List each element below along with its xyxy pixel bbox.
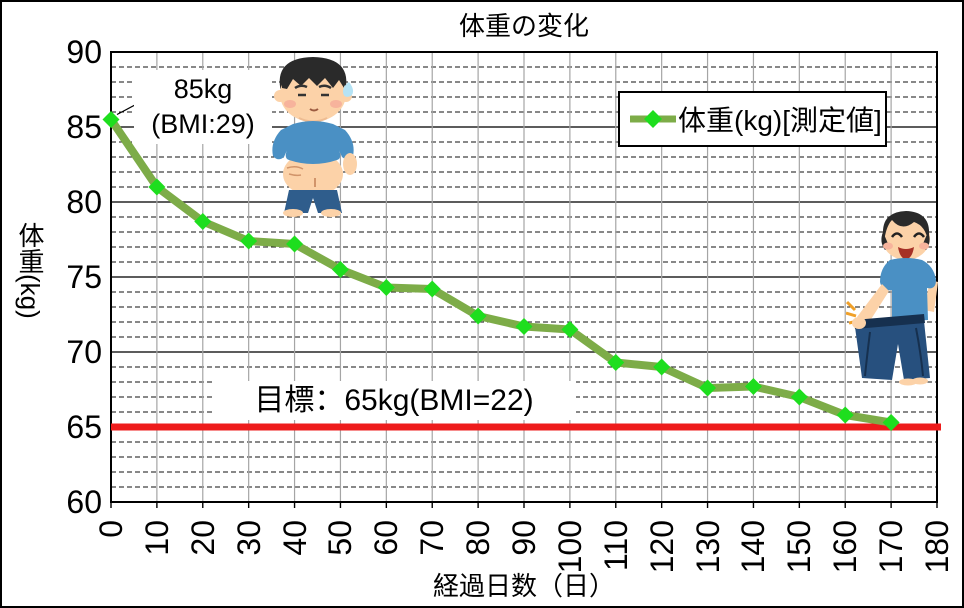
data-point-marker <box>240 232 258 250</box>
legend: 体重(kg)[測定値] <box>618 91 887 147</box>
data-point-marker <box>836 406 854 424</box>
series-line <box>107 115 896 427</box>
data-point-marker <box>607 354 625 371</box>
target-line-label: 目標：65kg(BMI=22) <box>212 381 576 420</box>
y-axis-title: 体重(kg) <box>15 222 45 319</box>
data-point-marker <box>286 235 304 253</box>
data-point-marker <box>882 414 900 431</box>
start-weight-bmi: (BMI:29) <box>151 109 255 139</box>
x-axis-title: 経過日数（日） <box>432 571 615 601</box>
plot-border <box>110 51 938 503</box>
data-point-marker <box>561 321 579 338</box>
data-point-marker <box>744 378 762 395</box>
data-point-marker <box>469 307 487 325</box>
data-point-marker <box>790 388 808 406</box>
start-weight-annotation: 85kg (BMI:29) <box>134 70 272 144</box>
series-marker-icon <box>630 110 676 128</box>
data-point-marker <box>194 213 212 230</box>
data-point-marker <box>653 358 671 376</box>
legend-label: 体重(kg)[測定値] <box>678 105 882 136</box>
data-point-marker <box>377 279 395 296</box>
start-weight-value: 85kg <box>173 74 233 104</box>
data-point-marker <box>423 280 441 298</box>
data-point-marker <box>331 261 349 278</box>
data-point-marker <box>515 318 533 335</box>
chart-title: 体重の変化 <box>458 11 589 41</box>
overweight-person-illustration <box>272 57 357 217</box>
data-point-marker <box>102 111 120 128</box>
data-point-marker <box>148 178 166 196</box>
slim-person-illustration <box>846 211 938 386</box>
data-point-marker <box>699 379 717 397</box>
